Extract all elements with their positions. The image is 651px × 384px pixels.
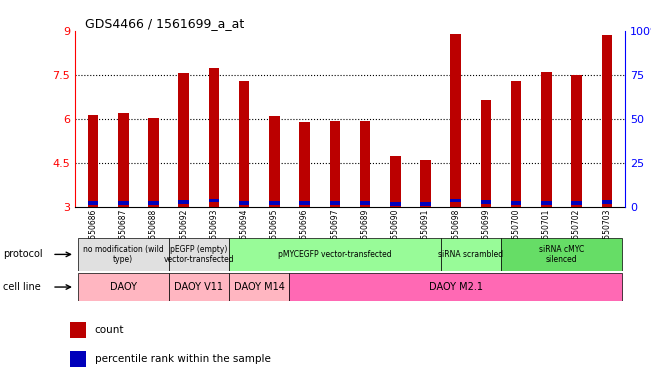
Bar <box>229 238 441 271</box>
Text: count: count <box>95 325 124 335</box>
Bar <box>239 81 249 207</box>
Bar <box>501 238 622 271</box>
Bar <box>360 121 370 207</box>
Bar <box>148 118 159 207</box>
Bar <box>118 113 128 207</box>
Bar <box>169 273 229 301</box>
Bar <box>70 322 86 338</box>
Bar <box>88 114 98 207</box>
Bar <box>118 201 128 205</box>
Bar <box>299 201 310 205</box>
Bar <box>450 34 461 207</box>
Bar <box>480 100 492 207</box>
Bar <box>511 201 521 205</box>
Bar <box>572 201 582 205</box>
Bar <box>290 273 622 301</box>
Bar <box>450 199 461 202</box>
Text: no modification (wild
type): no modification (wild type) <box>83 245 163 264</box>
Bar <box>329 201 340 205</box>
Bar <box>602 200 612 204</box>
Text: siRNA cMYC
silenced: siRNA cMYC silenced <box>539 245 584 264</box>
Text: siRNA scrambled: siRNA scrambled <box>438 250 503 259</box>
Text: DAOY: DAOY <box>110 282 137 292</box>
Text: pMYCEGFP vector-transfected: pMYCEGFP vector-transfected <box>278 250 392 259</box>
Bar <box>602 35 612 207</box>
Bar <box>208 199 219 202</box>
Bar <box>208 68 219 207</box>
Bar <box>148 201 159 205</box>
Bar <box>88 201 98 205</box>
Bar <box>480 200 492 204</box>
Bar <box>178 73 189 207</box>
Text: protocol: protocol <box>3 249 43 260</box>
Bar <box>78 238 169 271</box>
Text: GDS4466 / 1561699_a_at: GDS4466 / 1561699_a_at <box>85 17 244 30</box>
Bar <box>169 238 229 271</box>
Bar <box>178 200 189 204</box>
Bar <box>239 201 249 205</box>
Bar <box>70 351 86 367</box>
Text: pEGFP (empty)
vector-transfected: pEGFP (empty) vector-transfected <box>163 245 234 264</box>
Bar <box>299 122 310 207</box>
Bar <box>420 202 431 206</box>
Bar <box>269 201 280 205</box>
Text: percentile rank within the sample: percentile rank within the sample <box>95 354 271 364</box>
Bar <box>229 273 290 301</box>
Bar <box>390 202 400 206</box>
Text: DAOY V11: DAOY V11 <box>174 282 223 292</box>
Bar <box>441 238 501 271</box>
Bar <box>420 160 431 207</box>
Bar <box>329 121 340 207</box>
Bar <box>541 201 551 205</box>
Bar <box>78 273 169 301</box>
Bar <box>572 75 582 207</box>
Text: cell line: cell line <box>3 282 41 292</box>
Bar <box>390 156 400 207</box>
Bar <box>541 72 551 207</box>
Bar <box>269 116 280 207</box>
Bar <box>511 81 521 207</box>
Text: DAOY M14: DAOY M14 <box>234 282 284 292</box>
Text: DAOY M2.1: DAOY M2.1 <box>429 282 482 292</box>
Bar <box>360 201 370 205</box>
